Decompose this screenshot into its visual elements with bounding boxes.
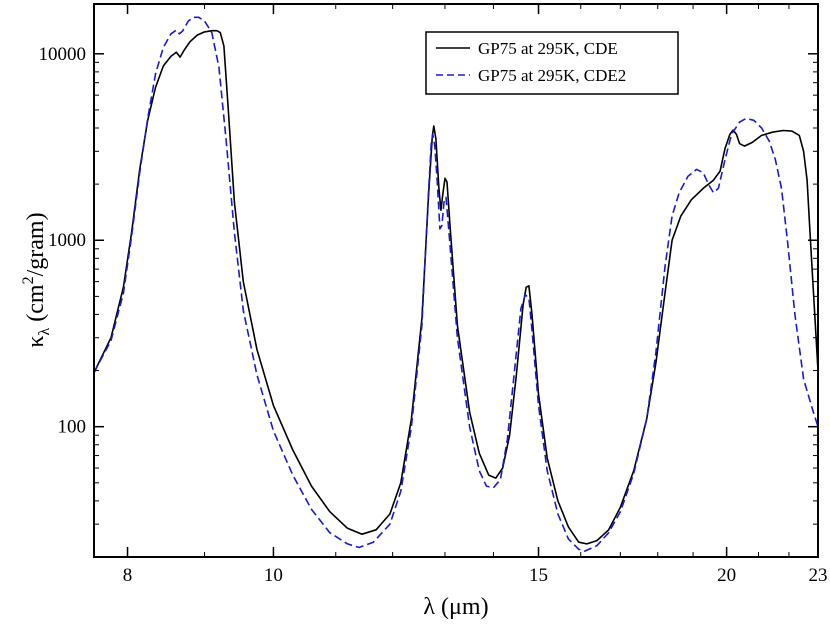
x-tick-label: 23 [809,565,828,586]
x-tick-label: 20 [717,565,736,586]
series-line-2 [93,16,819,552]
series-layer [93,16,819,552]
x-tick-label: 15 [529,565,548,586]
y-axis-label-unit-end: /gram) [23,212,49,276]
x-axis-label: λ (μm) [423,594,488,620]
y-axis-label-symbol: κ [23,335,49,347]
y-tick-label: 1000 [48,230,86,251]
x-tick-label: 10 [264,565,283,586]
y-tick-label: 10000 [39,44,87,65]
y-axis-label-superscript: 2 [20,276,37,284]
y-tick-label: 100 [58,417,87,438]
y-axis-label-subscript: λ [36,327,53,335]
legend: GP75 at 295K, CDE GP75 at 295K, CDE2 [425,31,679,95]
plot-frame [93,3,819,558]
y-axis-label: κλ (cm2/gram) [20,212,53,347]
series-line-1 [93,29,819,545]
axes-ticks: 8 10 15 20 23 100 1000 10000 [39,4,828,586]
legend-box [425,31,679,95]
x-tick-label: 8 [123,565,133,586]
svg-text:κλ (cm2/gram): κλ (cm2/gram) [20,212,53,347]
legend-label-series-2: GP75 at 295K, CDE2 [478,66,626,85]
y-axis-label-unit: (cm [23,284,49,328]
legend-label-series-1: GP75 at 295K, CDE [478,39,618,58]
